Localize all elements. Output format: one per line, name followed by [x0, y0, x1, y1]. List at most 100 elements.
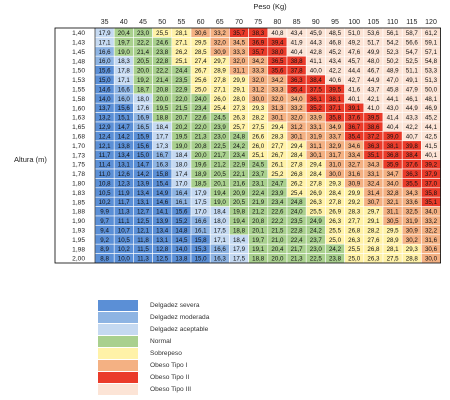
heatmap-cell-label: 12,1 — [99, 143, 112, 150]
heatmap-cell-label: 27,3 — [233, 105, 246, 112]
heatmap-cell-label: 22,1 — [233, 171, 246, 178]
y-tick-label: 1,45 — [72, 49, 85, 56]
heatmap-cell-label: 40,8 — [271, 30, 284, 37]
heatmap-cell-label: 21,5 — [175, 105, 188, 112]
heatmap-cell-label: 10,0 — [118, 256, 131, 263]
heatmap-cell-label: 18,8 — [252, 256, 265, 263]
heatmap-cell-label: 17,9 — [233, 246, 246, 253]
heatmap-cell-label: 13,8 — [175, 256, 188, 263]
heatmap-cell-label: 18,0 — [137, 96, 150, 103]
heatmap-cell-label: 20,5 — [214, 171, 227, 178]
heatmap-cell-label: 32,1 — [387, 199, 400, 206]
legend-swatch — [98, 384, 138, 395]
heatmap-cell-label: 18,8 — [233, 227, 246, 234]
heatmap-cell-label: 13,4 — [156, 227, 169, 234]
heatmap-cell-label: 13,7 — [99, 105, 112, 112]
heatmap-cell-label: 25,7 — [233, 124, 246, 131]
heatmap-cell-label: 15,6 — [175, 209, 188, 216]
heatmap-cell-label: 19,0 — [118, 49, 131, 56]
heatmap-cell-label: 9,7 — [100, 218, 109, 225]
heatmap-frame — [54, 27, 442, 264]
heatmap-cell-label: 11,3 — [118, 209, 130, 216]
heatmap-cell-label: 28,5 — [195, 49, 208, 56]
heatmap-cell-label: 19,4 — [233, 218, 246, 225]
heatmap-cell-label: 20,4 — [118, 30, 131, 37]
heatmap-cell-label: 30,6 — [195, 30, 208, 37]
heatmap-cell-label: 31,6 — [348, 171, 361, 178]
heatmap-cell-label: 29,7 — [214, 58, 227, 65]
heatmap-cell-label: 26,8 — [291, 171, 304, 178]
y-tick-labels: 1,40 1,43 1,45 1,48 1,50 1,53 1,55 1,58 1,60 1,63… — [72, 30, 85, 263]
heatmap-cell-label: 31,2 — [252, 86, 265, 93]
heatmap-cell-label: 36,3 — [291, 77, 304, 84]
heatmap-cell-label: 42,1 — [367, 96, 380, 103]
heatmap-cell-label: 42,2 — [329, 68, 342, 75]
heatmap-cell-label: 18,0 — [175, 162, 188, 169]
heatmap-cell-label: 12,7 — [137, 209, 150, 216]
y-tick-label: 1,95 — [72, 237, 85, 244]
heatmap-cell-label: 54,8 — [425, 58, 438, 65]
heatmap-cell-label: 20,0 — [195, 152, 208, 159]
heatmap-cell-label: 24,4 — [175, 68, 188, 75]
heatmap-cell-label: 21,3 — [195, 133, 208, 140]
heatmap-cell-label: 18,0 — [214, 218, 227, 225]
heatmap-cell-label: 32,0 — [291, 115, 304, 122]
heatmap-cell-label: 45,7 — [348, 58, 361, 65]
heatmap-cell-label: 27,8 — [291, 162, 304, 169]
heatmap-cell-label: 26,3 — [233, 115, 246, 122]
heatmap-cell-label: 28,9 — [214, 68, 227, 75]
heatmap-cell-label: 14,1 — [156, 209, 169, 216]
heatmap-cell-label: 57,1 — [425, 49, 438, 56]
heatmap-cell-label: 38,4 — [406, 152, 419, 159]
legend-item: Obeso Tipo III — [98, 384, 298, 395]
y-tick-label: 1,88 — [72, 209, 85, 216]
heatmap-cell-label: 37,9 — [425, 171, 438, 178]
heatmap-cell-label: 15,6 — [99, 68, 112, 75]
heatmap-cell-label: 23,8 — [156, 49, 169, 56]
heatmap-cell-label: 13,9 — [156, 218, 169, 225]
heatmap-cell-label: 11,9 — [118, 190, 130, 197]
heatmap-cell-label: 20,5 — [233, 199, 246, 206]
heatmap-cell-label: 28,0 — [233, 96, 246, 103]
heatmap-cell-label: 12,9 — [99, 124, 112, 131]
heatmap-cell-label: 30,7 — [367, 199, 380, 206]
heatmap-cell-label: 43,0 — [387, 105, 400, 112]
heatmap-cell-label: 29,4 — [271, 124, 284, 131]
legend-item: Delgadez moderada — [98, 312, 298, 323]
heatmap-cell-label: 47,6 — [348, 49, 361, 56]
heatmap-cell-label: 59,1 — [425, 39, 438, 46]
y-tick-label: 1,48 — [72, 58, 85, 65]
heatmap-cell-label: 23,7 — [252, 171, 265, 178]
heatmap-cell-label: 33,4 — [348, 152, 361, 159]
heatmap-cell-label: 26,9 — [329, 209, 342, 216]
legend-swatch — [98, 360, 138, 371]
heatmap-cell-label: 42,2 — [406, 124, 419, 131]
heatmap-cell-label: 24,5 — [252, 162, 265, 169]
heatmap-cell-label: 28,4 — [291, 152, 304, 159]
heatmap-cell-label: 39,0 — [387, 133, 400, 140]
heatmap-cell-label: 16,3 — [214, 256, 227, 263]
heatmap-cell-label: 37,1 — [329, 105, 342, 112]
heatmap-cell-label: 47,0 — [387, 77, 400, 84]
heatmap-cell-label: 15,8 — [156, 171, 169, 178]
heatmap-cell-label: 21,5 — [271, 227, 284, 234]
y-tick-label: 1,55 — [72, 87, 85, 94]
heatmap-cell-label: 15,1 — [118, 115, 131, 122]
heatmap-cell-label: 36,5 — [271, 58, 284, 65]
x-tick-label: 105 — [368, 19, 380, 26]
heatmap-cell-label: 19,0 — [214, 199, 227, 206]
heatmap-cell-label: 40,1 — [348, 96, 361, 103]
heatmap-cell-label: 31,1 — [387, 209, 400, 216]
x-tick-label: 80 — [274, 19, 282, 26]
heatmap-cell-label: 24,0 — [195, 96, 208, 103]
heatmap-cell-label: 44,9 — [367, 77, 380, 84]
legend-swatch — [98, 300, 138, 311]
heatmap-cell-label: 34,6 — [348, 143, 361, 150]
x-tick-label: 75 — [254, 19, 262, 26]
heatmap-cell-label: 29,4 — [310, 162, 323, 169]
heatmap-cell-label: 16,1 — [175, 199, 188, 206]
heatmap-cell-label: 30,2 — [406, 237, 419, 244]
legend-swatch — [98, 324, 138, 335]
heatmap-cell-label: 26,2 — [291, 180, 304, 187]
heatmap-cell-label: 26,3 — [329, 218, 342, 225]
